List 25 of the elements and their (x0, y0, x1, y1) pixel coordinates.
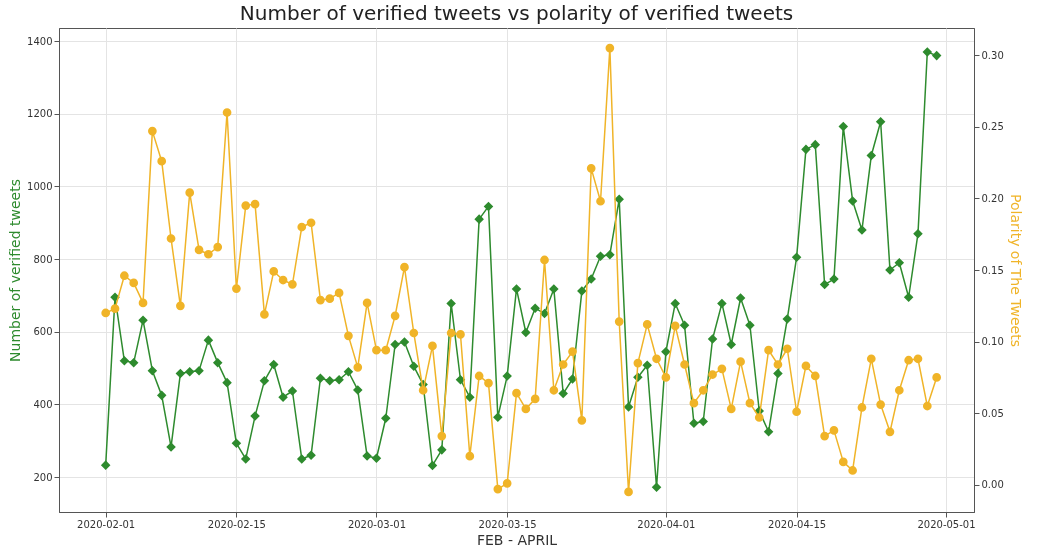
y2-tick-label: 0.05 (981, 407, 1004, 419)
y-tick-label: 1200 (27, 108, 53, 120)
y2-axis-title: Polarity of The Tweets (1007, 194, 1024, 347)
y2-tick-label: 0.00 (981, 479, 1004, 491)
y-tick-label: 600 (33, 326, 53, 338)
x-tick-label: 2020-04-15 (768, 518, 827, 530)
y2-tick-label: 0.15 (981, 264, 1004, 276)
x-axis-title: FEB - APRIL (476, 531, 558, 548)
y2-tick-label: 0.10 (981, 336, 1004, 348)
y-tick-label: 200 (33, 471, 53, 483)
y-tick-label: 1000 (27, 180, 53, 192)
y-axis-title: Number of verified tweets (7, 179, 24, 362)
y-tick-label: 800 (33, 253, 53, 265)
y-tick-label: 400 (33, 398, 53, 410)
y2-tick-label: 0.20 (981, 192, 1004, 204)
x-tick-label: 2020-04-01 (637, 518, 696, 530)
x-tick-label: 2020-02-01 (77, 518, 136, 530)
x-tick-label: 2020-03-01 (347, 518, 407, 530)
y2-tick-label: 0.30 (981, 49, 1004, 61)
y2-tick-label: 0.25 (981, 121, 1004, 133)
y-tick-label: 1400 (27, 35, 53, 47)
chart-title: Number of verified tweets vs polarity of verified tweets (239, 1, 794, 25)
x-tick-label: 2020-03-15 (478, 518, 537, 530)
x-tick-label: 2020-05-01 (917, 518, 976, 530)
x-tick-label: 2020-02-15 (207, 518, 266, 530)
